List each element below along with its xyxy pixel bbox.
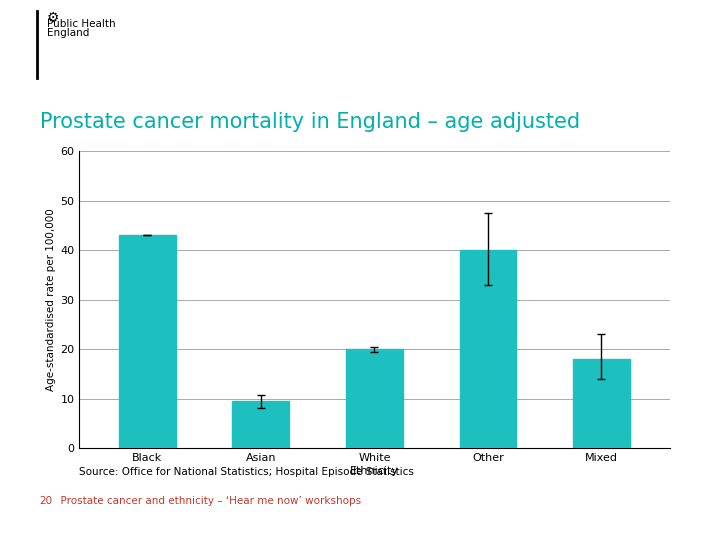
Text: Prostate cancer and ethnicity – ‘Hear me now’ workshops: Prostate cancer and ethnicity – ‘Hear me… [54,496,361,506]
Bar [119,235,176,448]
X-axis label: Ethnicity: Ethnicity [350,466,399,476]
Bar [346,349,402,448]
Text: Source: Office for National Statistics; Hospital Episode Statistics: Source: Office for National Statistics; … [79,467,414,477]
Text: England: England [47,28,89,38]
Text: 20: 20 [40,496,53,506]
Y-axis label: Age-standardised rate per 100,000: Age-standardised rate per 100,000 [46,208,56,391]
Bar [233,401,289,448]
Text: Prostate cancer mortality in England – age adjusted: Prostate cancer mortality in England – a… [40,112,580,132]
Bar [459,250,516,448]
Text: Public Health: Public Health [47,19,115,29]
Bar [573,359,630,448]
Text: ⚙: ⚙ [47,11,59,25]
